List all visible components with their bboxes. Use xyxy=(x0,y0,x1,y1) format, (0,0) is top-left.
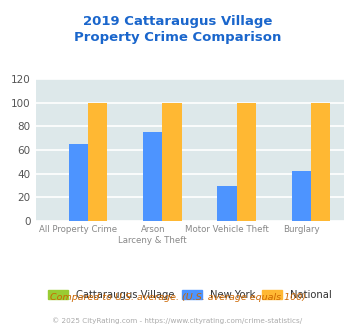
Bar xyxy=(163,103,182,221)
Text: Compared to U.S. average. (U.S. average equals 100): Compared to U.S. average. (U.S. average … xyxy=(50,292,305,302)
Bar xyxy=(311,103,330,221)
Bar xyxy=(88,103,108,221)
Legend: Cattaraugus Village, New York, National: Cattaraugus Village, New York, National xyxy=(44,286,336,304)
Text: 2019 Cattaraugus Village
Property Crime Comparison: 2019 Cattaraugus Village Property Crime … xyxy=(74,15,281,44)
Text: © 2025 CityRating.com - https://www.cityrating.com/crime-statistics/: © 2025 CityRating.com - https://www.city… xyxy=(53,317,302,324)
Bar xyxy=(292,172,311,221)
Bar xyxy=(237,103,256,221)
Bar xyxy=(217,185,237,221)
Bar xyxy=(69,144,88,221)
Bar xyxy=(143,132,163,221)
